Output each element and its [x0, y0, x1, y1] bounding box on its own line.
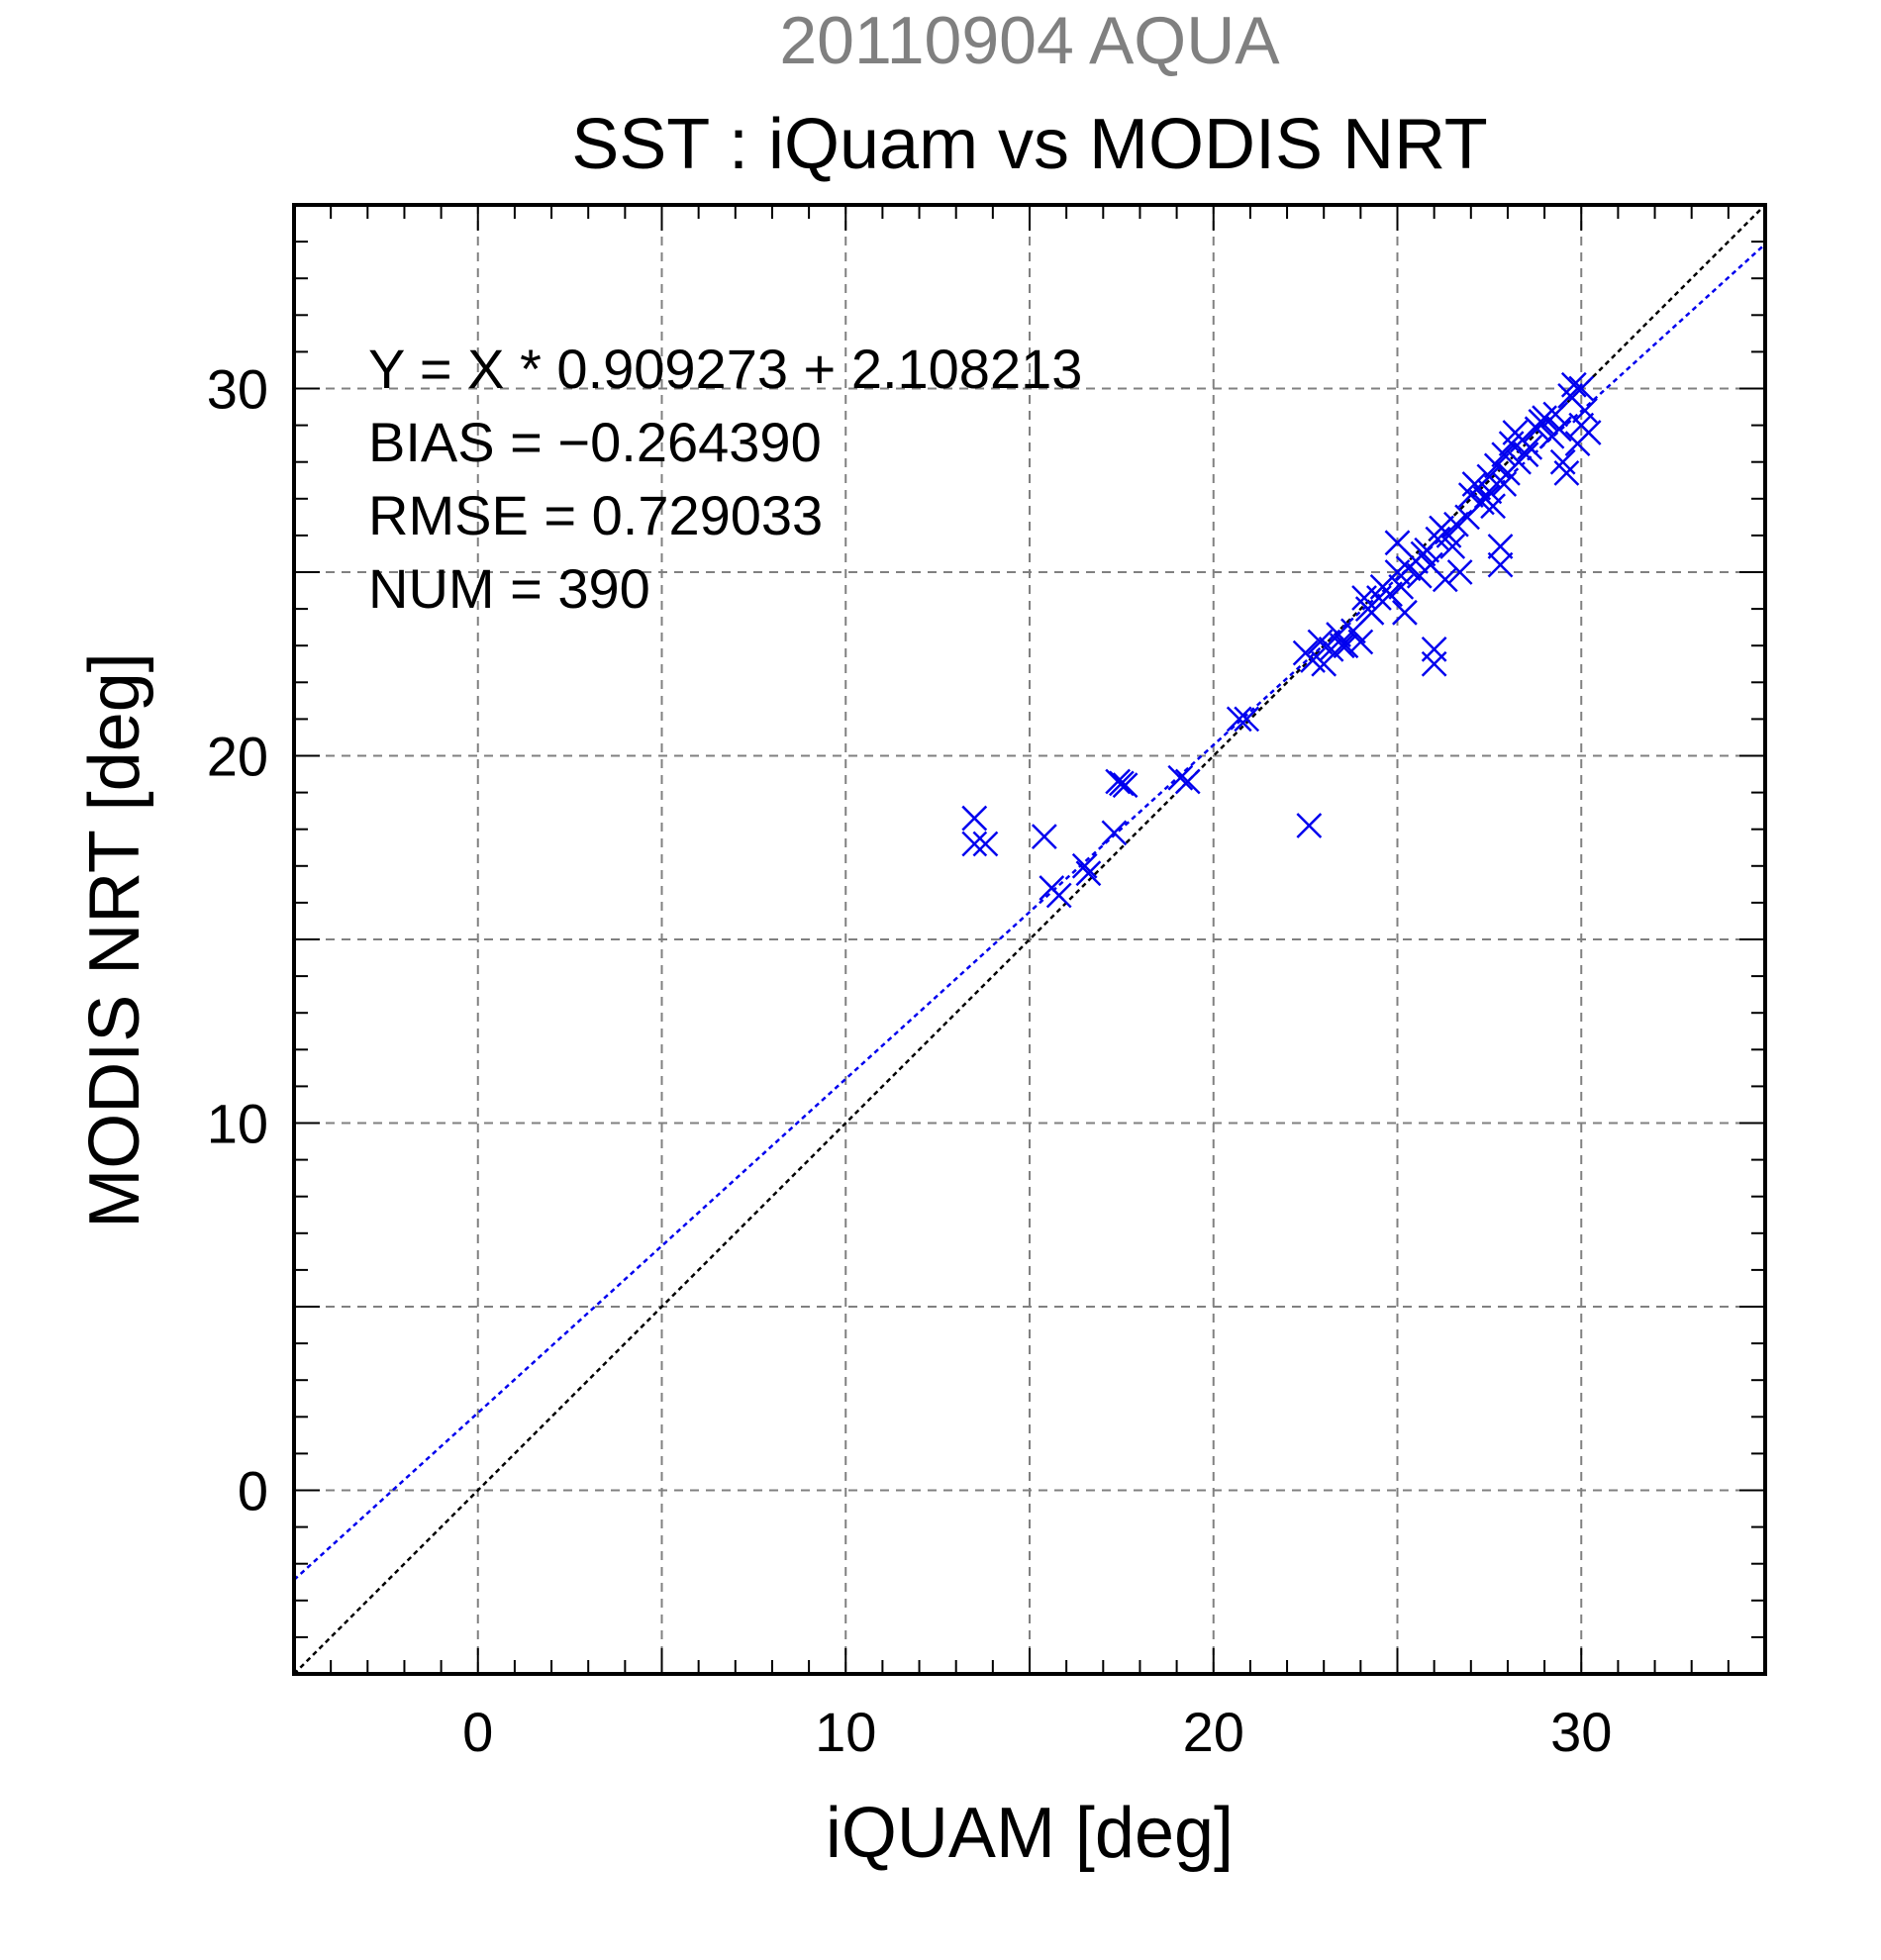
- data-point: [1296, 813, 1323, 838]
- stats-bias: BIAS = −0.264390: [368, 411, 822, 473]
- data-point: [1572, 397, 1598, 424]
- plot-frame: [292, 203, 1767, 1676]
- data-point: [1568, 375, 1595, 402]
- tick-labels: 0 10 20 30 0 10 20 30: [207, 358, 1613, 1764]
- y-tick-label: 30: [207, 358, 268, 421]
- grid-lines: [294, 205, 1765, 1674]
- data-point: [1524, 416, 1550, 442]
- data-point: [1432, 566, 1458, 593]
- x-axis-label: iQUAM [deg]: [826, 1794, 1234, 1873]
- data-point: [972, 831, 999, 857]
- data-point: [1517, 434, 1543, 460]
- stats-equation: Y = X * 0.909273 + 2.108213: [368, 338, 1082, 400]
- data-point: [1226, 706, 1252, 733]
- data-point: [1112, 772, 1138, 799]
- x-tick-label: 30: [1550, 1701, 1612, 1763]
- data-point: [1446, 559, 1473, 585]
- data-point: [961, 805, 988, 832]
- stats-rmse: RMSE = 0.729033: [368, 484, 823, 546]
- data-point: [1071, 852, 1098, 879]
- data-point: [1483, 452, 1510, 479]
- data-point: [1454, 504, 1480, 531]
- data-point: [1560, 371, 1587, 398]
- data-point: [1333, 633, 1359, 659]
- data-point: [1167, 764, 1194, 791]
- data-point: [1101, 820, 1128, 846]
- data-points: [961, 371, 1602, 909]
- data-point: [1075, 860, 1102, 887]
- x-tick-label: 10: [815, 1701, 876, 1763]
- data-point: [1443, 511, 1469, 538]
- data-point: [1329, 633, 1355, 659]
- y-tick-label: 0: [238, 1460, 268, 1522]
- data-point: [1347, 629, 1374, 655]
- x-tick-label: 20: [1183, 1701, 1244, 1763]
- data-point: [1528, 409, 1554, 435]
- data-point: [1553, 459, 1580, 486]
- data-point: [1568, 412, 1595, 439]
- data-point: [1105, 768, 1132, 795]
- data-point: [1421, 637, 1447, 662]
- fit-line: [294, 243, 1765, 1581]
- data-point: [1487, 534, 1514, 559]
- y-tick-label: 20: [207, 726, 268, 788]
- data-point: [1439, 534, 1466, 559]
- y-axis-label: MODIS NRT [deg]: [75, 652, 154, 1228]
- data-point: [1421, 650, 1447, 677]
- data-point: [1491, 471, 1518, 497]
- data-point: [1174, 768, 1201, 795]
- axis-ticks: [294, 205, 1765, 1674]
- data-point: [1513, 441, 1539, 468]
- data-point: [1542, 401, 1569, 428]
- chart-title: SST : iQuam vs MODIS NRT: [571, 105, 1488, 184]
- data-point: [1388, 573, 1415, 600]
- data-point: [1392, 599, 1418, 626]
- data-point: [961, 831, 988, 857]
- data-point: [1410, 540, 1436, 567]
- data-point: [1476, 478, 1503, 505]
- data-point: [1108, 770, 1135, 797]
- data-point: [1031, 824, 1057, 850]
- x-tick-label: 0: [462, 1701, 493, 1763]
- data-point: [1045, 882, 1072, 909]
- data-point: [1234, 706, 1260, 733]
- stats-num: NUM = 390: [368, 557, 650, 620]
- data-point: [1487, 551, 1514, 578]
- y-tick-label: 10: [207, 1093, 268, 1155]
- data-point: [1377, 581, 1403, 608]
- data-point: [1461, 471, 1488, 497]
- data-point: [1307, 629, 1334, 655]
- data-point: [1354, 596, 1381, 622]
- chart-supertitle: 20110904 AQUA: [779, 3, 1280, 78]
- data-point: [1546, 416, 1572, 442]
